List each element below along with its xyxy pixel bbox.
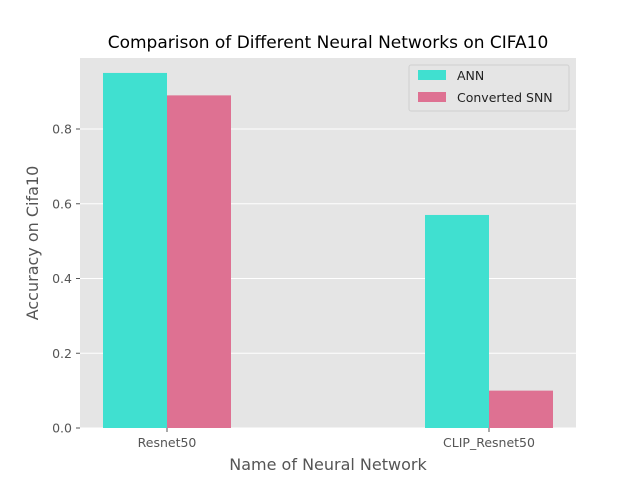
y-tick-label: 0.4	[52, 271, 72, 286]
bar-converted-snn-clip-resnet50	[489, 390, 553, 428]
x-tick-label: Resnet50	[138, 435, 197, 450]
y-axis-ticks: 0.0 0.2 0.4 0.6 0.8	[52, 122, 80, 436]
y-axis-label: Accuracy on Cifa10	[23, 166, 42, 321]
bar-ann-resnet50	[103, 72, 167, 428]
legend-label-ann: ANN	[457, 68, 484, 83]
chart-title: Comparison of Different Neural Networks …	[108, 33, 549, 53]
y-tick-label: 0.6	[52, 196, 72, 211]
y-tick-label: 0.8	[52, 122, 72, 137]
legend-label-converted-snn: Converted SNN	[457, 90, 553, 105]
x-axis-ticks: Resnet50 CLIP_Resnet50	[138, 428, 535, 450]
x-axis-label: Name of Neural Network	[229, 455, 427, 474]
legend-swatch-converted-snn	[418, 92, 446, 102]
legend-box	[408, 64, 570, 112]
y-tick-label: 0.2	[52, 346, 72, 361]
bars	[103, 72, 553, 429]
bar-ann-clip-resnet50	[425, 214, 489, 428]
legend: ANN Converted SNN	[408, 64, 570, 112]
y-tick-label: 0.0	[52, 421, 72, 436]
bar-converted-snn-resnet50	[167, 95, 231, 429]
x-tick-label: CLIP_Resnet50	[443, 435, 535, 450]
legend-swatch-ann	[418, 70, 446, 80]
